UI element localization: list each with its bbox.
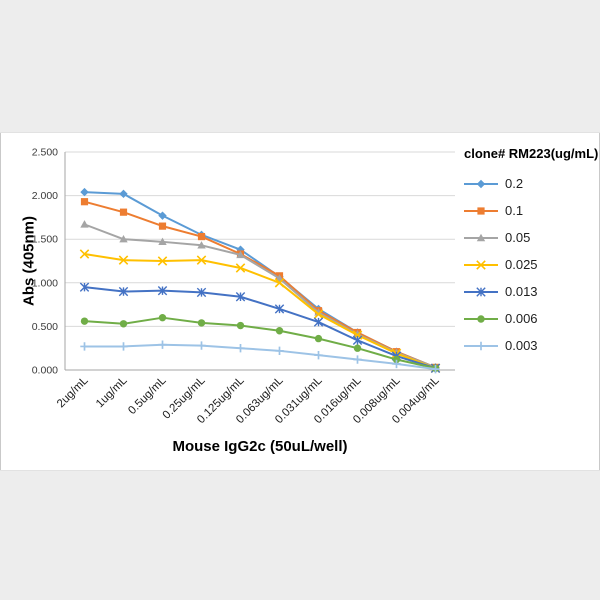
legend-marker-plus-icon	[464, 341, 498, 350]
top-margin-band	[0, 0, 600, 133]
legend: clone# RM223(ug/mL) 0.2 0.1 0.05 0.025 0.013…	[464, 146, 600, 359]
series-0.006	[80, 313, 440, 372]
legend-items: 0.2 0.1 0.05 0.025 0.013 0.006 0.003	[464, 170, 600, 359]
bottom-margin-band	[0, 470, 600, 600]
legend-label: 0.003	[505, 338, 538, 353]
legend-label: 0.013	[505, 284, 538, 299]
legend-title: clone# RM223(ug/mL)	[464, 146, 599, 161]
legend-marker-x-icon	[464, 259, 498, 270]
legend-item: 0.006	[464, 305, 600, 332]
legend-marker-asterisk-icon	[464, 286, 498, 297]
legend-label: 0.2	[505, 176, 524, 191]
x-axis-title: Mouse IgG2c (50uL/well)	[172, 438, 348, 455]
y-tick-label: 2.500	[32, 147, 58, 159]
legend-marker-circle-icon	[464, 314, 498, 323]
legend-item: 0.1	[464, 197, 600, 224]
y-tick-label: 2.000	[32, 190, 58, 202]
legend-label: 0.05	[505, 230, 531, 245]
series-0.025	[79, 249, 441, 374]
legend-item: 0.05	[464, 224, 600, 251]
legend-item: 0.003	[464, 332, 600, 359]
legend-item: 0.013	[464, 278, 600, 305]
series-0.003	[80, 340, 440, 374]
x-tick-label: 2ug/mL	[55, 374, 91, 410]
y-tick-label: 1.000	[32, 277, 58, 289]
y-tick-label: 1.500	[32, 234, 58, 246]
legend-label: 0.1	[505, 203, 524, 218]
y-tick-label: 0.000	[32, 365, 58, 377]
legend-label: 0.025	[505, 257, 538, 272]
legend-item: 0.2	[464, 170, 600, 197]
legend-marker-diamond-icon	[464, 179, 498, 188]
y-tick-label: 0.500	[32, 321, 58, 333]
legend-marker-triangle-icon	[464, 233, 498, 241]
legend-item: 0.025	[464, 251, 600, 278]
legend-label: 0.006	[505, 311, 538, 326]
legend-marker-square-icon	[464, 206, 498, 215]
y-axis-title: Abs (405nm)	[20, 215, 38, 307]
x-tick-label: 1ug/mL	[94, 374, 130, 410]
